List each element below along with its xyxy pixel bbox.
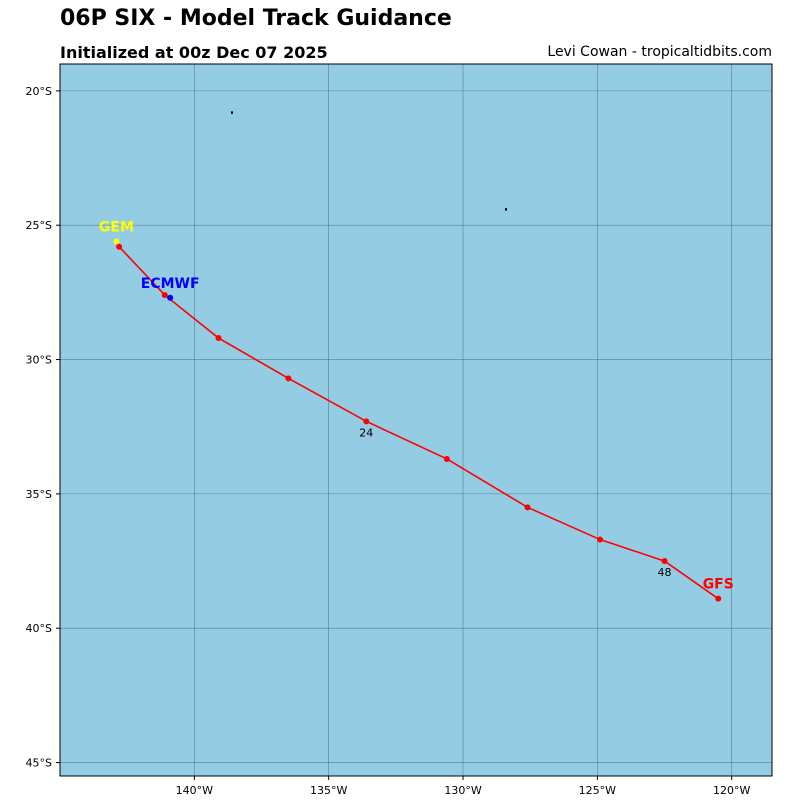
lat-tick-label: 30°S	[26, 354, 52, 367]
grid-lines	[60, 64, 772, 776]
gfs-track-point	[161, 292, 168, 299]
lat-tick-label: 45°S	[26, 757, 52, 770]
track-labels: 24 48 GFS ECMWF GEM	[99, 219, 734, 592]
lat-tick-label: 35°S	[26, 488, 52, 501]
lat-tick-label: 20°S	[26, 85, 52, 98]
gfs-track-point	[443, 455, 450, 462]
gfs-hour-label: 48	[658, 566, 672, 579]
gfs-track-point	[116, 243, 123, 250]
gfs-model-label: GFS	[703, 577, 734, 593]
axis-ticks: 140°W 135°W 130°W 125°W 120°W 20°S 25°S 30°S 35°…	[26, 85, 751, 797]
gfs-track-line	[118, 246, 719, 600]
gfs-track-point	[524, 504, 531, 511]
model-tracks	[113, 238, 722, 602]
gfs-track-point	[661, 558, 668, 565]
ecmwf-model-label: ECMWF	[141, 276, 200, 292]
gfs-hour-label: 24	[359, 426, 373, 439]
chart-credit: Levi Cowan - tropicaltidbits.com	[547, 44, 772, 60]
gfs-track-point	[363, 418, 370, 425]
lon-tick-label: 140°W	[176, 784, 213, 797]
islands	[230, 111, 508, 211]
lat-tick-label: 25°S	[26, 219, 52, 232]
chart-title: 06P SIX - Model Track Guidance	[60, 6, 452, 31]
gem-model-label: GEM	[99, 219, 134, 235]
chart-subtitle: Initialized at 00z Dec 07 2025	[60, 43, 328, 62]
lon-tick-label: 120°W	[713, 784, 750, 797]
ocean-background	[60, 64, 772, 776]
gfs-track-point	[285, 375, 292, 382]
ecmwf-track-point	[167, 294, 174, 301]
lon-tick-label: 130°W	[444, 784, 481, 797]
island-marker	[230, 111, 233, 114]
gem-track-point	[113, 238, 120, 245]
gfs-track-point	[715, 595, 722, 602]
lon-tick-label: 125°W	[579, 784, 616, 797]
lat-tick-label: 40°S	[26, 622, 52, 635]
map-frame	[59, 63, 773, 777]
gfs-track-point	[215, 335, 222, 342]
gfs-track-point	[597, 536, 604, 543]
lon-tick-label: 135°W	[310, 784, 347, 797]
island-marker	[505, 208, 508, 211]
